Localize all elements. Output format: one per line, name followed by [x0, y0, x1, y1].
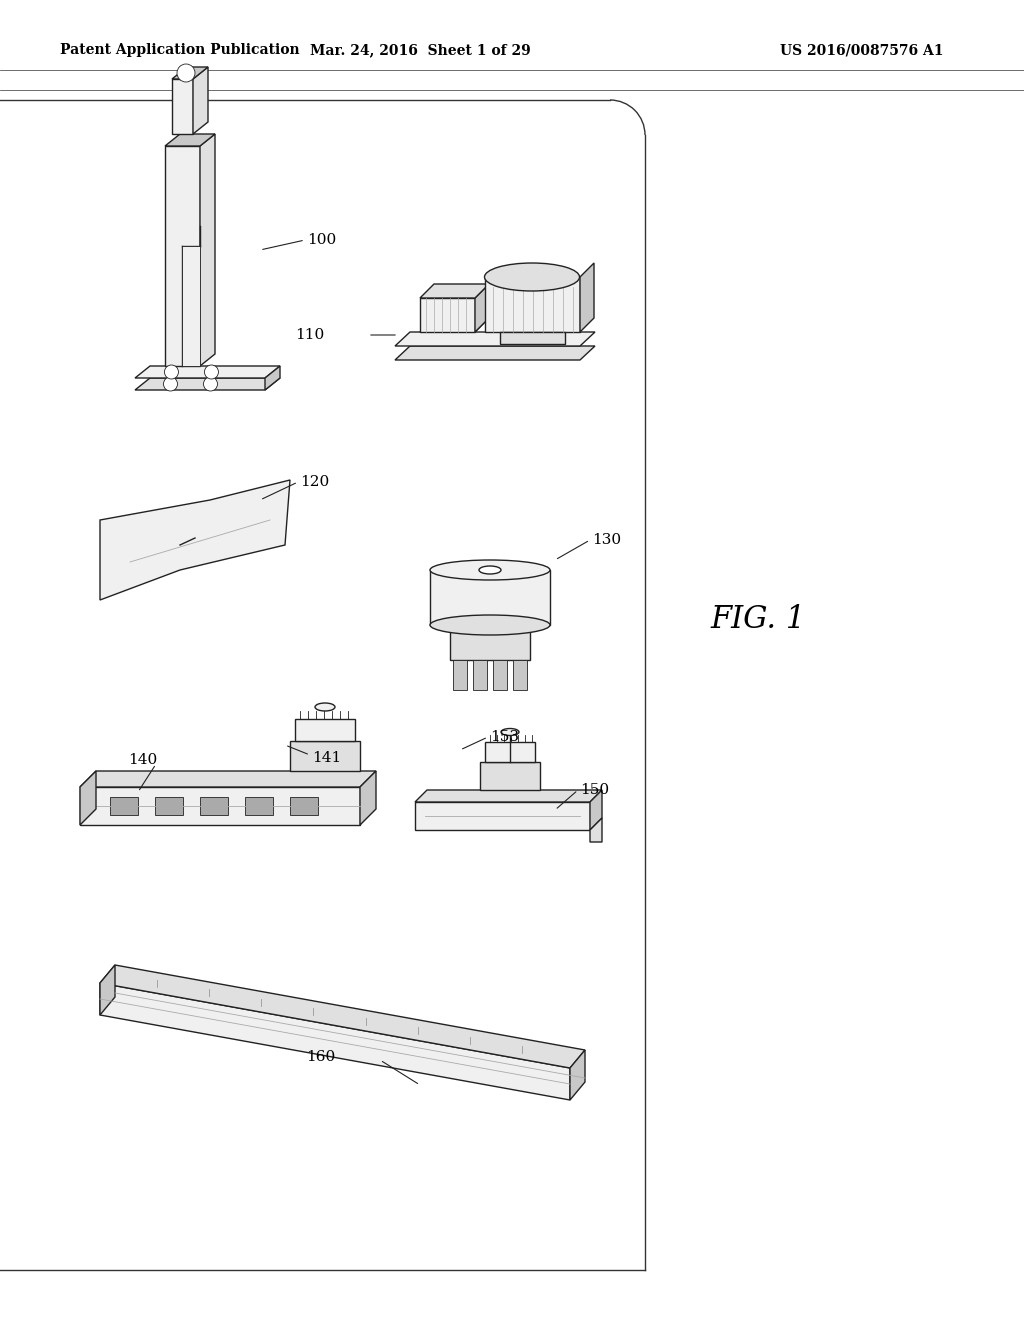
Text: US 2016/0087576 A1: US 2016/0087576 A1: [780, 44, 943, 57]
Polygon shape: [500, 333, 565, 345]
Circle shape: [164, 378, 177, 391]
Polygon shape: [485, 277, 580, 333]
Polygon shape: [415, 803, 590, 830]
Text: 153: 153: [490, 730, 519, 744]
Polygon shape: [513, 660, 527, 690]
Circle shape: [205, 366, 218, 379]
Ellipse shape: [315, 704, 335, 711]
Polygon shape: [200, 135, 215, 366]
Text: FIG. 1: FIG. 1: [710, 605, 805, 635]
Polygon shape: [110, 797, 138, 814]
Polygon shape: [395, 346, 595, 360]
Ellipse shape: [501, 729, 519, 735]
Polygon shape: [135, 378, 280, 389]
Polygon shape: [360, 771, 376, 825]
Polygon shape: [295, 719, 355, 741]
Ellipse shape: [479, 566, 501, 574]
Text: 141: 141: [312, 751, 341, 766]
Polygon shape: [430, 570, 550, 624]
Polygon shape: [245, 797, 273, 814]
Polygon shape: [475, 284, 489, 333]
Polygon shape: [135, 366, 280, 378]
Polygon shape: [100, 965, 585, 1068]
Polygon shape: [193, 67, 208, 135]
Polygon shape: [172, 67, 208, 79]
Polygon shape: [420, 284, 489, 298]
Circle shape: [204, 378, 217, 391]
Polygon shape: [420, 318, 489, 333]
Polygon shape: [590, 789, 602, 830]
Polygon shape: [453, 660, 467, 690]
Polygon shape: [80, 787, 360, 825]
Ellipse shape: [430, 560, 550, 579]
Polygon shape: [580, 263, 594, 333]
Polygon shape: [395, 333, 595, 346]
Circle shape: [165, 366, 178, 379]
Polygon shape: [182, 246, 200, 366]
Polygon shape: [290, 741, 360, 771]
Polygon shape: [493, 660, 507, 690]
Polygon shape: [485, 742, 535, 762]
Polygon shape: [290, 797, 318, 814]
Polygon shape: [473, 660, 487, 690]
Text: 140: 140: [128, 752, 158, 767]
Polygon shape: [172, 79, 193, 135]
Polygon shape: [80, 771, 376, 787]
Polygon shape: [450, 624, 530, 660]
Text: 160: 160: [306, 1049, 335, 1064]
Polygon shape: [155, 797, 183, 814]
Polygon shape: [165, 135, 215, 147]
Polygon shape: [590, 818, 602, 842]
Polygon shape: [100, 983, 570, 1100]
Polygon shape: [80, 771, 96, 825]
Polygon shape: [265, 366, 280, 389]
Polygon shape: [165, 147, 200, 366]
Polygon shape: [100, 480, 290, 601]
Text: 100: 100: [307, 234, 336, 247]
Text: Patent Application Publication: Patent Application Publication: [60, 44, 300, 57]
Polygon shape: [420, 298, 475, 333]
Text: Mar. 24, 2016  Sheet 1 of 29: Mar. 24, 2016 Sheet 1 of 29: [309, 44, 530, 57]
Ellipse shape: [430, 615, 550, 635]
Polygon shape: [570, 1049, 585, 1100]
Text: 120: 120: [300, 475, 330, 488]
Ellipse shape: [484, 263, 580, 290]
Polygon shape: [100, 965, 115, 1015]
Polygon shape: [415, 789, 602, 803]
Text: 110: 110: [295, 327, 325, 342]
Polygon shape: [480, 762, 540, 789]
Text: 130: 130: [592, 533, 622, 546]
Polygon shape: [200, 797, 228, 814]
Circle shape: [177, 63, 195, 82]
Text: 150: 150: [580, 783, 609, 797]
